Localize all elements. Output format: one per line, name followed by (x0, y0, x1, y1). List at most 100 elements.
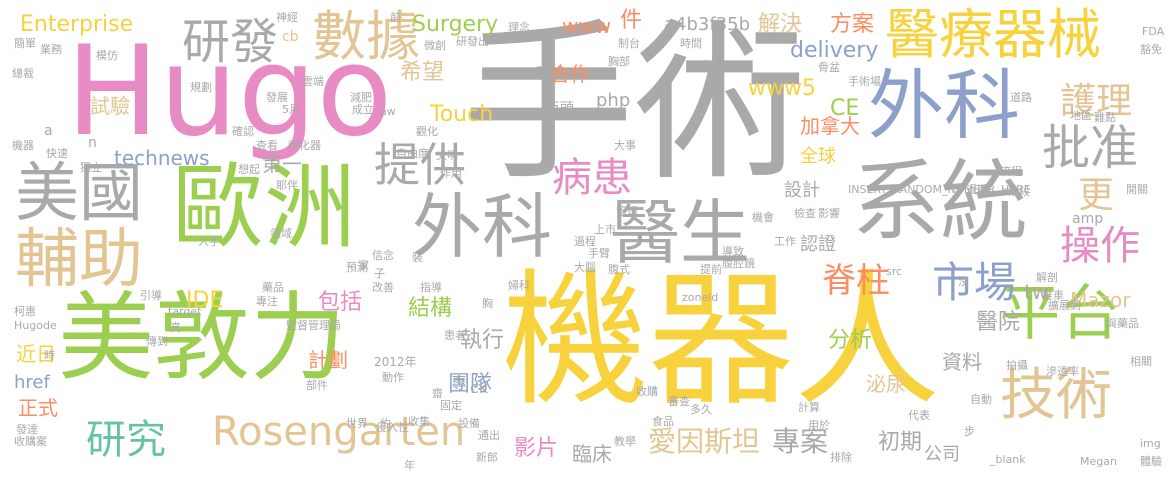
word-info: 資料 (942, 350, 982, 374)
word-small: 影響 (818, 207, 840, 220)
word-small: 信念 (372, 249, 394, 262)
word-small: 導致 (722, 245, 744, 258)
word-cb: cb (282, 29, 299, 45)
word-small: 地區 (1070, 109, 1092, 122)
word-small: 豁免 (1140, 43, 1162, 56)
word-small: 引導 (140, 289, 162, 302)
word-small: 齋 (432, 387, 443, 400)
word-small: 收集 (408, 415, 430, 428)
word-small: 改善 (372, 281, 394, 294)
word-shoushu: 手術 (462, 3, 806, 204)
word-small: 難點 (1094, 111, 1116, 124)
word-small: 世界 (346, 417, 368, 430)
word-small: 與藥品 (1106, 317, 1139, 330)
word-small: 手臂 (588, 247, 610, 260)
word-small: 滲透率 (1046, 365, 1079, 378)
word-ce: CE (830, 96, 860, 121)
word-technology: 技術 (1000, 363, 1112, 428)
word-small: 患者 (444, 329, 466, 342)
word-small: 花 (536, 65, 547, 78)
word-small: 相關 (1130, 355, 1152, 368)
word-certify: 認證 (800, 234, 836, 255)
word-small: 總裁 (12, 67, 34, 80)
word-small: 用於 (808, 419, 830, 432)
word-small: 胸部 (608, 55, 630, 68)
word-small: 機器 (12, 139, 34, 152)
word-small: Megan (1080, 455, 1117, 468)
word-analysis: 分析 (828, 328, 873, 353)
word-cooperate: 合作 (550, 62, 590, 86)
word-small: 近期 (966, 183, 988, 196)
word-ck: ck (470, 378, 489, 397)
word-small: a (44, 123, 53, 139)
word-small: 推車 (1042, 289, 1064, 302)
word-small: 解剖 (1036, 271, 1058, 284)
word-small: FDA (1142, 25, 1165, 38)
word-small: 代表 (908, 409, 930, 422)
word-small: 年 (404, 459, 415, 472)
word-design: 設計 (784, 180, 820, 201)
word-small: img (1140, 437, 1161, 450)
word-company: 公司 (924, 444, 960, 465)
word-hash: a4b3f35b (664, 14, 751, 35)
word-video: 影片 (514, 436, 559, 461)
word-www: www (562, 14, 612, 38)
word-small: 想起 (238, 163, 260, 176)
word-small: 雲端 (302, 75, 324, 88)
word-small: 子 (374, 267, 385, 280)
word-small: 動作 (382, 371, 404, 384)
word-recently: 近日 (16, 342, 56, 366)
word-clinical: 臨床 (572, 442, 612, 466)
word-doctor: 醫生 (610, 192, 750, 274)
word-small: 監督管理局 (286, 319, 341, 332)
word-small: 審查 (668, 395, 690, 408)
word-first: 第一 (262, 152, 302, 176)
word-medical-device: 醫療器械 (885, 3, 1101, 66)
word-small: 規劃 (190, 81, 212, 94)
word-small: 查看 (256, 139, 278, 152)
word-small: 制台 (618, 37, 640, 50)
word-small: 前 (390, 11, 401, 24)
word-small: 教學 (614, 435, 636, 448)
word-usa: 美國 (15, 157, 143, 231)
word-research: 研究 (86, 417, 166, 463)
word-small: 專注 (256, 295, 278, 308)
word-platform: 平台 (1000, 279, 1120, 349)
word-small: 孵化器 (288, 139, 321, 152)
word-small: 道路 (1010, 91, 1032, 104)
word-small: 收購案 (14, 435, 47, 448)
word-more: 更 (1078, 175, 1115, 216)
word-small: 作用 (440, 167, 462, 180)
word-small: 發展 (266, 91, 288, 104)
word-small: amp (1072, 211, 1104, 227)
word-small: 腹腔鏡 (722, 257, 755, 270)
word-small: 擴展到 (1048, 299, 1081, 312)
word-approve: 批准 (1042, 120, 1139, 176)
word-surgery-en: Surgery (412, 12, 499, 37)
word-small: 業務 (40, 43, 62, 56)
word-small: 確認 (232, 125, 254, 138)
word-small: 上市 (594, 223, 616, 236)
word-small: 藥品 (262, 281, 284, 294)
word-nursing: 護理 (1060, 81, 1133, 122)
word-delivery: delivery (790, 38, 879, 63)
word-small: 開關 (1126, 183, 1148, 196)
word-small: 計算 (798, 401, 820, 414)
word-small: 婦科 (508, 279, 530, 292)
word-small: 腹式 (608, 263, 630, 276)
word-small: 快速 (46, 147, 68, 160)
word-small: 預測 (346, 261, 368, 274)
word-small: 領域 (270, 227, 292, 240)
word-small: n (88, 135, 97, 151)
word-small: 耶伴 (276, 179, 298, 192)
word-spine: 脊柱 (822, 261, 890, 301)
word-small: 自由度 (396, 147, 429, 160)
word-patient: 病患 (552, 155, 632, 201)
word-small: aw (380, 105, 396, 118)
word-small: Hugode (14, 319, 57, 332)
word-small: target (168, 305, 202, 318)
word-small: 通出 (478, 429, 500, 442)
word-early: 初期 (878, 430, 923, 455)
word-small: 發達 (16, 423, 38, 436)
